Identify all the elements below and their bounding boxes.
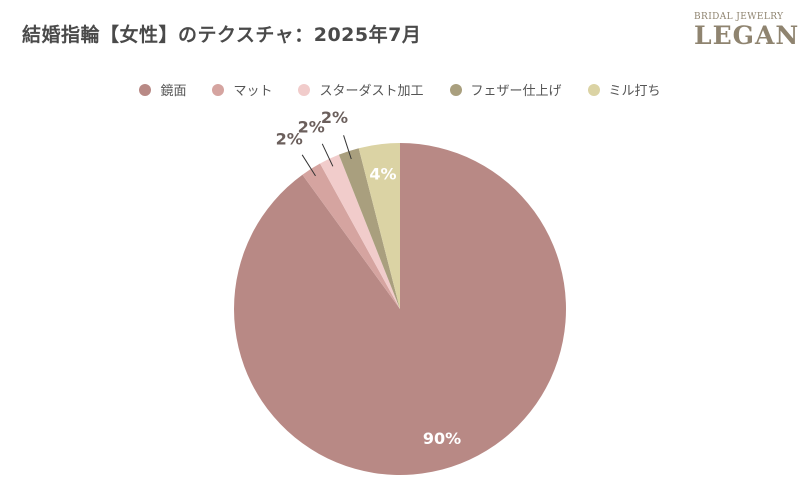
legend-item[interactable]: スターダスト加工 [298, 80, 424, 99]
pie-slice[interactable] [320, 154, 400, 309]
brand-tagline: BRIDAL JEWELRY [694, 12, 784, 22]
legend-swatch [587, 83, 600, 96]
pie-slice[interactable] [234, 143, 567, 475]
pie-slice[interactable] [302, 163, 400, 309]
pie-slice[interactable] [338, 148, 400, 309]
legend-item[interactable]: ミル打ち [587, 80, 661, 99]
slice-label: 2% [298, 117, 325, 136]
legend-swatch [449, 83, 462, 96]
slice-label: 4% [369, 164, 396, 183]
legend-item[interactable]: マット [212, 80, 272, 99]
slice-label: 90% [423, 429, 461, 448]
legend-label: ミル打ち [608, 84, 661, 99]
chart-title: 結婚指輪【女性】のテクスチャ：2025年7月 [22, 24, 422, 46]
pie-slice[interactable] [358, 143, 400, 309]
legend-item[interactable]: 鏡面 [139, 80, 186, 99]
legend-swatch [139, 83, 152, 96]
legend-swatch [298, 83, 311, 96]
legend-label: マット [233, 84, 273, 99]
slice-label: 2% [321, 108, 348, 127]
legend-item[interactable]: フェザー仕上げ [449, 80, 562, 99]
slice-leader-line [343, 135, 352, 160]
legend-swatch [212, 83, 225, 96]
chart-legend: 鏡面 マット スターダスト加工 フェザー仕上げ ミル打ち [0, 80, 800, 99]
slice-label: 2% [276, 129, 303, 148]
legend-label: スターダスト加工 [319, 84, 424, 99]
legend-label: フェザー仕上げ [470, 84, 562, 99]
slice-leader-line [301, 154, 316, 177]
legend-label: 鏡面 [160, 84, 187, 99]
slice-leader-line [321, 143, 334, 167]
